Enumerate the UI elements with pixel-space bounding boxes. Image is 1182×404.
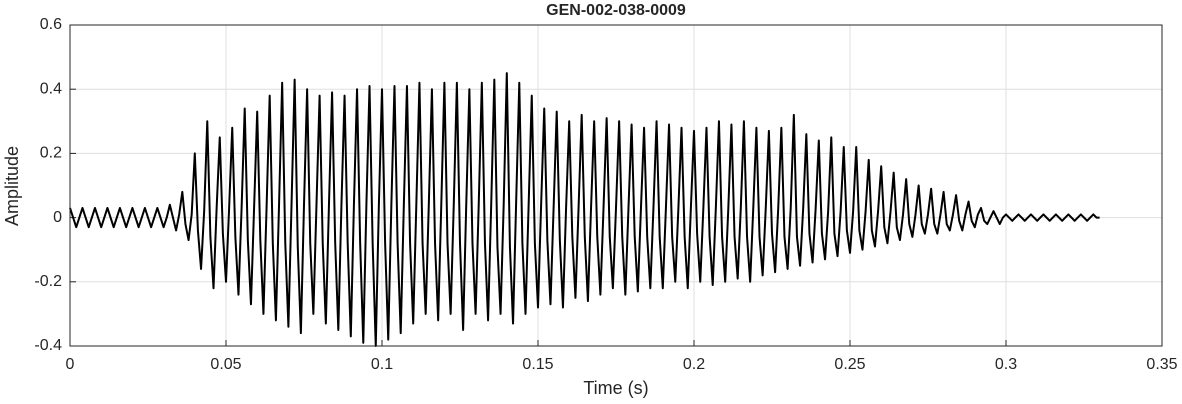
y-tick-label: 0.2 bbox=[40, 145, 62, 162]
x-tick-label: 0.2 bbox=[683, 356, 705, 373]
x-tick-label: 0.15 bbox=[522, 356, 553, 373]
y-tick-label: -0.4 bbox=[34, 337, 62, 354]
chart-title: GEN-002-038-0009 bbox=[546, 2, 686, 19]
y-axis-label: Amplitude bbox=[2, 146, 22, 226]
x-tick-label: 0.3 bbox=[995, 356, 1017, 373]
y-tick-label: 0.4 bbox=[40, 80, 62, 97]
x-tick-label: 0 bbox=[66, 356, 75, 373]
y-tick-label: 0.6 bbox=[40, 16, 62, 33]
x-tick-label: 0.1 bbox=[371, 356, 393, 373]
x-tick-label: 0.35 bbox=[1146, 356, 1177, 373]
plot-box bbox=[69, 24, 1163, 347]
y-tick-label: -0.2 bbox=[34, 273, 62, 290]
x-axis-label: Time (s) bbox=[583, 378, 648, 398]
x-tick-label: 0.25 bbox=[834, 356, 865, 373]
waveform-line bbox=[69, 72, 1100, 347]
x-tick-label: 0.05 bbox=[210, 356, 241, 373]
y-tick-label: 0 bbox=[53, 209, 62, 226]
